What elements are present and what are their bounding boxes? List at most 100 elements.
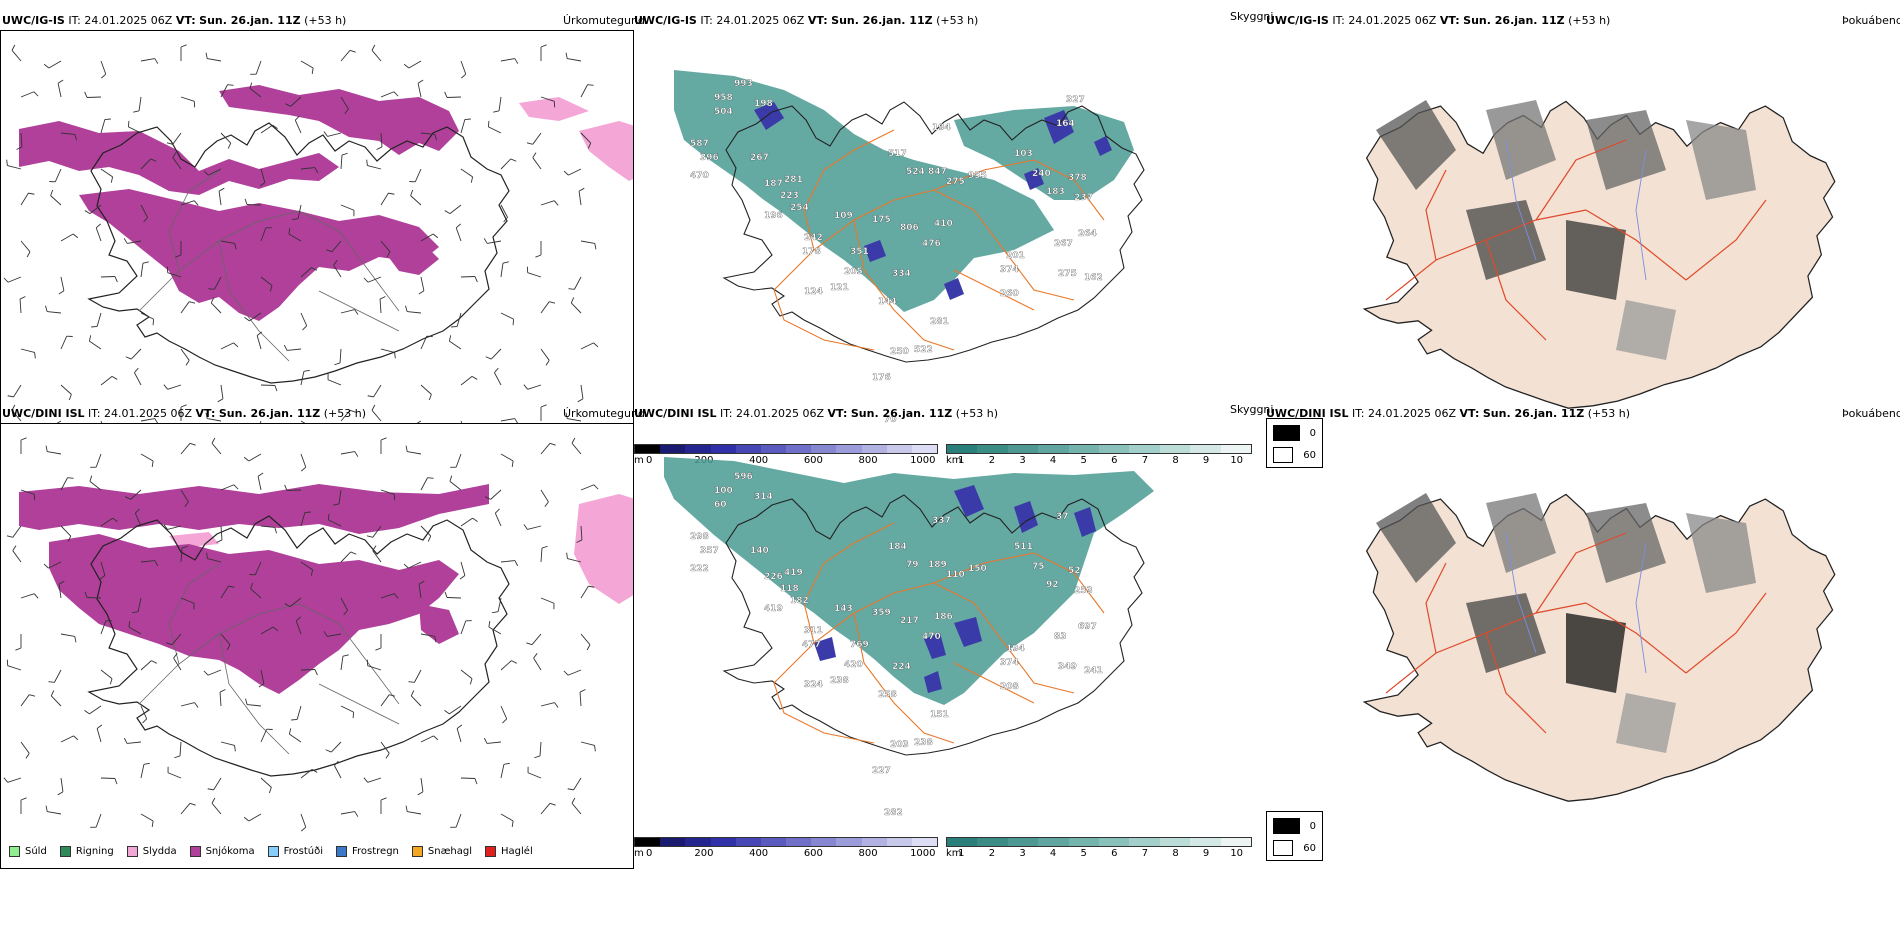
legend-swatch [9, 846, 20, 857]
wind-barb-flag [109, 678, 113, 685]
wind-barb [257, 476, 262, 491]
precip-type-panel: UWC/IG-IS IT: 24.01.2025 06Z VT: Sun. 26… [0, 8, 645, 478]
wind-barb [7, 665, 22, 671]
wind-barb-flag [405, 805, 408, 812]
wind-barb-flag [128, 621, 131, 628]
wind-barb [340, 49, 351, 62]
cloud-map[interactable]: 993 958 504 198 587 396 470 267 187 196 281 223 254 1… [634, 30, 1266, 440]
road-line [853, 612, 955, 744]
visibility-colorbar-tick: 4 [1049, 848, 1057, 859]
wind-barb-flag [325, 749, 332, 753]
wind-barb-flag [354, 451, 359, 457]
precip-type-panel: UWC/DINI ISL IT: 24.01.2025 06Z VT: Sun.… [0, 401, 645, 871]
cloud-base-area [864, 240, 886, 262]
cloud-base-label: 522 [914, 345, 933, 355]
visibility-colorbar-tick: 6 [1111, 848, 1118, 859]
wind-barb-flag [578, 187, 585, 192]
visibility-colorbar-cell [947, 838, 978, 846]
wind-barb-flag [386, 251, 391, 258]
wind-barb [408, 60, 422, 69]
wind-barb-flag [540, 404, 547, 408]
visibility-colorbar-tick: 5 [1080, 848, 1087, 859]
cloud-base-label: 242 [804, 233, 823, 243]
wind-barb-flag [434, 134, 437, 141]
wind-barb [140, 813, 154, 822]
wind-barb [138, 96, 142, 111]
cloud-base-area [814, 637, 836, 661]
wind-barb [488, 126, 502, 134]
wind-barb-flag [350, 551, 357, 555]
fog-index-area [1686, 513, 1756, 593]
cloud-base-label: 110 [946, 570, 965, 580]
wind-barb [460, 168, 473, 178]
wind-barb-flag [67, 477, 74, 479]
wind-barb [420, 132, 435, 135]
wind-barb-flag [250, 582, 254, 589]
cloud-panel-name: Skyggni [1230, 403, 1274, 416]
fog-map[interactable] [1266, 30, 1900, 440]
fog-map[interactable] [1266, 423, 1900, 833]
wind-barb [260, 227, 267, 242]
wind-barb [460, 60, 467, 75]
wind-barb-flag [444, 91, 448, 98]
wind-barb [460, 119, 466, 134]
wind-barb-flag [576, 539, 583, 543]
wind-barb [11, 49, 22, 62]
fog-index-area [1486, 100, 1556, 180]
wind-barb [220, 585, 229, 599]
wind-barb-flag [292, 218, 299, 221]
cloud-base-label: 477 [802, 640, 821, 650]
cloud-base-label: 176 [872, 373, 891, 383]
wind-barb-flag [19, 296, 26, 300]
precip-map[interactable]: SúldRigningSlyddaSnjókomaFrostúðiFrostre… [0, 30, 634, 476]
wind-barb-flag [544, 501, 549, 507]
fog-legend-label: 60 [1303, 449, 1316, 461]
wind-barb [60, 384, 72, 395]
cloud-map[interactable]: 596 100 60 314 298 357 222 140 226 419 419 118 182 14… [634, 423, 1266, 833]
wind-barb-flag [344, 108, 349, 114]
visibility-colorbar-tick: 3 [1019, 848, 1026, 859]
wind-barb [498, 96, 502, 111]
wind-barb [540, 96, 555, 102]
height-colorbar-cells [634, 444, 938, 454]
wind-barb-flag [311, 67, 314, 74]
wind-barb [256, 335, 262, 350]
wind-barb [140, 312, 154, 320]
wind-barb-flag [7, 395, 14, 398]
wind-barb-flag [96, 724, 103, 729]
legend-label: Snæhagl [427, 846, 473, 857]
wind-barb [407, 811, 422, 815]
wind-barb-flag [172, 152, 177, 158]
wind-barb-flag [20, 797, 27, 801]
wind-barb-flag [58, 290, 65, 295]
wind-barb [567, 418, 582, 422]
wind-barb-flag [323, 631, 328, 637]
wind-barb-flag [12, 545, 17, 551]
wind-barb-flag [333, 503, 340, 506]
wind-barb-flag [211, 797, 216, 804]
visibility-colorbar-cell [1220, 838, 1252, 846]
wind-barb [220, 384, 224, 399]
cloud-base-area [1074, 507, 1096, 537]
wind-barb [497, 597, 502, 612]
wind-barb-flag [349, 49, 356, 53]
wind-barb [127, 741, 142, 744]
cloud-base-label: 162 [1084, 273, 1103, 283]
wind-barb-flag [258, 683, 265, 688]
wind-barb [54, 168, 62, 182]
wind-barb-flag [459, 575, 466, 580]
wind-barb [568, 168, 582, 176]
wind-barb [455, 227, 462, 242]
wind-barb [180, 301, 190, 314]
road-line [1485, 239, 1547, 341]
fog-map-svg [1362, 100, 1836, 409]
wind-barb-flag [526, 642, 533, 646]
precip-panel-name: Úrkomutegund [563, 14, 645, 27]
wind-barb-flag [112, 517, 118, 522]
river-line [1635, 149, 1647, 281]
wind-barb-flag [565, 52, 568, 59]
wind-barb [248, 453, 262, 462]
precip-map-svg [3, 437, 633, 832]
wind-barb [488, 626, 502, 635]
